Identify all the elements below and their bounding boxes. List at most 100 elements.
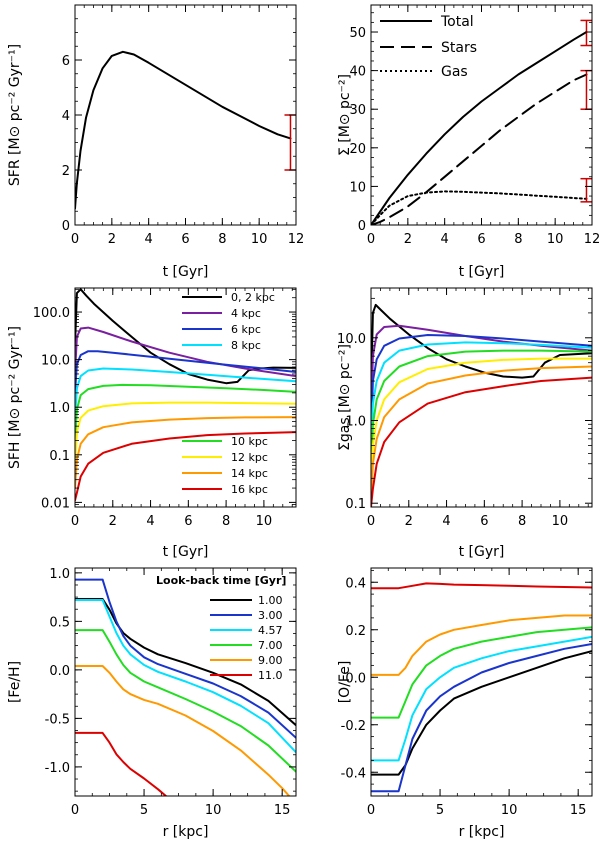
legend-label: 12 kpc <box>231 451 268 464</box>
legend-label: 9.00 <box>258 654 283 667</box>
series-line-10-kpc <box>371 349 592 480</box>
x-tick-label: 5 <box>140 803 148 818</box>
y-tick-label: 0.1 <box>49 449 70 464</box>
y-tick-label: 0 <box>358 219 366 234</box>
y-tick-label: 4 <box>62 109 70 124</box>
legend-title: Look-back time [Gyr] <box>156 574 286 587</box>
series-line-6-kpc <box>75 350 296 394</box>
x-tick-label: 10 <box>205 803 222 818</box>
x-tick-label: 15 <box>570 803 587 818</box>
y-tick-label: -0.4 <box>341 766 366 781</box>
y-tick-label: 2 <box>62 164 70 179</box>
legend-label: 4 kpc <box>231 307 261 320</box>
x-tick-label: 10 <box>547 232 564 247</box>
series-group <box>371 582 592 793</box>
legend-label: 1.00 <box>258 594 283 607</box>
x-tick-label: 2 <box>109 514 117 529</box>
x-tick-label: 12 <box>288 232 305 247</box>
y-tick-label: 1.0 <box>345 415 366 430</box>
x-tick-label: 8 <box>514 232 522 247</box>
error-bar <box>580 177 593 203</box>
series-line-10-kpc <box>75 383 296 442</box>
x-tick-label: 12 <box>584 232 600 247</box>
y-tick-label: 6 <box>62 54 70 69</box>
y-tick-label: 0.2 <box>345 624 366 639</box>
legend-feh: Look-back time [Gyr] 1.00 3.00 4.57 7.00 9.00… <box>156 574 286 682</box>
error-bar <box>580 19 593 47</box>
legend-label: 6 kpc <box>231 323 261 336</box>
legend-sfh: 0, 2 kpc 4 kpc 6 kpc 8 kpc 10 kpc 12 kpc 14 kp… <box>182 291 275 496</box>
x-tick-label: 10 <box>552 514 569 529</box>
x-axis-label: r [kpc] <box>459 824 505 840</box>
series-line-7-00 <box>75 629 296 773</box>
legend-label: 4.57 <box>258 624 283 637</box>
series-line-14-kpc <box>371 365 592 501</box>
panel-feh: 0 5 10 15 -1.0 -0.5 0.0 0.5 1.0 r [kpc] [Fe/H] <box>7 567 297 840</box>
x-tick-label: 0 <box>367 514 375 529</box>
series-line-9-00 <box>371 614 592 676</box>
x-tick-label: 8 <box>222 514 230 529</box>
panel-sigma: 0 2 4 6 8 10 12 0 10 20 30 40 50 t [Gyr] Σ [M⊙ pc⁻²] <box>337 4 600 280</box>
x-tick-label: 10 <box>251 232 268 247</box>
legend-label: 3.00 <box>258 609 283 622</box>
series-line-9-00 <box>75 665 291 796</box>
series-group <box>371 31 588 225</box>
legend-label: 14 kpc <box>231 467 268 480</box>
y-tick-label: -0.5 <box>45 712 70 727</box>
y-tick-label: 10.0 <box>337 332 366 347</box>
x-tick-label: 4 <box>441 232 449 247</box>
x-axis-label: r [kpc] <box>163 824 209 840</box>
y-tick-label: 0.4 <box>345 576 366 591</box>
x-axis-label: t [Gyr] <box>459 544 505 560</box>
x-tick-label: 15 <box>274 803 291 818</box>
y-tick-label: 10 <box>349 180 366 195</box>
axes-frame <box>370 287 593 508</box>
panel-sigma_gas: 0 2 4 6 8 10 0.1 1.0 10.0 t [Gyr] Σgas [M⊙ pc⁻²] <box>337 287 593 560</box>
series-line-3-00 <box>75 578 296 739</box>
y-tick-label: 30 <box>349 103 366 118</box>
y-axis-label: SFR [M⊙ pc⁻² Gyr⁻¹] <box>7 44 23 186</box>
series-line-SFR <box>75 50 292 210</box>
series-line-4-57 <box>75 599 296 754</box>
axes-frame <box>74 4 297 226</box>
y-axis-label: Σ [M⊙ pc⁻²] <box>337 74 353 156</box>
x-tick-label: 4 <box>146 514 154 529</box>
panel-ofe: 0 5 10 15 -0.4 -0.2 0.0 0.2 0.4 r [kpc] [O/Fe] <box>337 567 593 840</box>
series-group <box>75 578 296 796</box>
axes-frame <box>74 287 297 508</box>
series-line-Gas <box>371 190 588 225</box>
y-axis-label: [O/Fe] <box>337 661 353 704</box>
series-line-1-00 <box>75 598 296 727</box>
y-tick-label: 1.0 <box>49 401 70 416</box>
series-group <box>75 50 292 210</box>
y-tick-label: 0.1 <box>345 497 366 512</box>
y-tick-label: 50 <box>349 26 366 41</box>
series-line-0-2-kpc <box>371 303 592 397</box>
legend-label: 16 kpc <box>231 483 268 496</box>
y-tick-label: 1.0 <box>49 567 70 582</box>
series-group <box>371 303 592 507</box>
y-tick-label: 0.5 <box>49 615 70 630</box>
legend-label: 11.0 <box>258 669 283 682</box>
x-tick-label: 2 <box>108 232 116 247</box>
y-tick-label: 10.0 <box>41 354 70 369</box>
series-line-12-kpc <box>75 401 296 467</box>
x-tick-label: 0 <box>71 514 79 529</box>
y-tick-label: -1.0 <box>45 761 70 776</box>
series-line-Total <box>371 31 588 225</box>
y-axis-label: SFH [M⊙ pc⁻² Gyr⁻¹] <box>7 326 23 469</box>
legend-sigma: Total Stars Gas <box>380 14 477 80</box>
legend-label: 7.00 <box>258 639 283 652</box>
x-tick-label: 2 <box>404 232 412 247</box>
series-line-14-kpc <box>75 416 296 490</box>
series-group <box>75 288 296 502</box>
legend-label: 0, 2 kpc <box>231 291 275 304</box>
x-tick-label: 5 <box>436 803 444 818</box>
y-tick-label: 40 <box>349 65 366 80</box>
y-tick-label: 0 <box>62 219 70 234</box>
x-tick-label: 6 <box>480 514 488 529</box>
x-tick-label: 0 <box>367 232 375 247</box>
y-tick-label: 100.0 <box>33 306 70 321</box>
series-line-Stars <box>371 73 588 225</box>
